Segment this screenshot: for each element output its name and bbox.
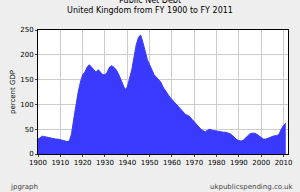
svg-text:1930: 1930 [96, 159, 114, 167]
svg-text:1920: 1920 [74, 159, 92, 167]
svg-text:1910: 1910 [51, 159, 69, 167]
svg-text:2000: 2000 [252, 159, 270, 167]
svg-text:200: 200 [20, 51, 33, 59]
svg-text:1900: 1900 [29, 159, 47, 167]
svg-text:percent GDP: percent GDP [9, 70, 17, 114]
svg-text:1970: 1970 [185, 159, 203, 167]
svg-text:250: 250 [20, 26, 33, 34]
svg-text:1990: 1990 [230, 159, 248, 167]
svg-text:100: 100 [20, 101, 33, 109]
svg-text:50: 50 [25, 126, 34, 134]
svg-text:1950: 1950 [141, 159, 159, 167]
svg-text:2010: 2010 [275, 159, 293, 167]
svg-text:150: 150 [20, 76, 33, 84]
svg-text:1980: 1980 [208, 159, 226, 167]
svg-text:jpgraph: jpgraph [10, 183, 38, 191]
svg-text:1960: 1960 [163, 159, 181, 167]
svg-text:1940: 1940 [118, 159, 136, 167]
svg-text:0: 0 [29, 150, 33, 158]
svg-text:Public Net DebtUnited Kingdom: Public Net DebtUnited Kingdom from FY 19… [67, 0, 233, 15]
svg-text:ukpublicspending.co.uk: ukpublicspending.co.uk [210, 183, 294, 191]
